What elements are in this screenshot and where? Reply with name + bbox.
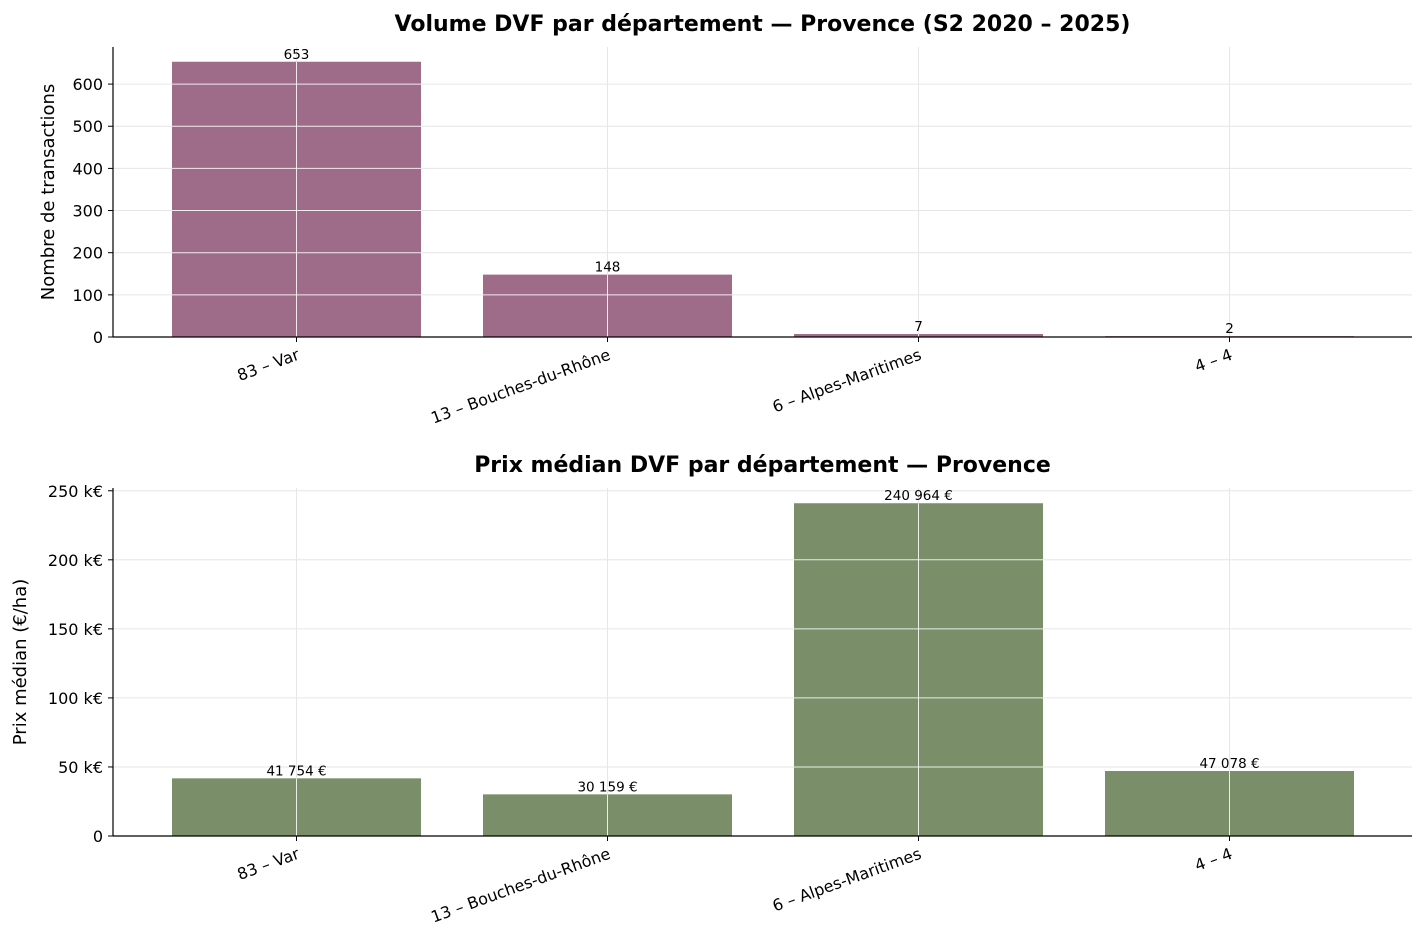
data-label-3: 240 964 € [884, 488, 953, 504]
chart-panel-1: Volume DVF par département — Provence (S… [38, 12, 1412, 428]
y-tick-label: 500 [72, 117, 103, 136]
y-axis-label: Nombre de transactions [38, 84, 59, 301]
x-tick-label: 4 – 4 [1192, 844, 1235, 875]
y-tick-label: 200 k€ [48, 551, 103, 570]
chart-title: Volume DVF par département — Provence (S… [395, 12, 1131, 37]
y-tick-label: 100 [72, 286, 103, 305]
x-tick-label: 6 – Alpes-Maritimes [770, 345, 924, 417]
y-tick-label: 600 [72, 75, 103, 94]
y-tick-label: 250 k€ [48, 482, 103, 501]
x-tick-label: 6 – Alpes-Maritimes [770, 844, 924, 916]
data-label-4: 2 [1225, 321, 1234, 337]
chart-panel-2: Prix médian DVF par département — Proven… [10, 453, 1412, 927]
data-label-1: 41 754 € [266, 763, 326, 779]
chart-title: Prix médian DVF par département — Proven… [474, 453, 1051, 478]
x-tick-label: 4 – 4 [1192, 345, 1235, 376]
x-tick-label: 13 – Bouches-du-Rhône [428, 844, 613, 927]
x-tick-label: 13 – Bouches-du-Rhône [428, 345, 613, 428]
y-tick-label: 300 [72, 202, 103, 221]
x-tick-label: 83 – Var [235, 345, 303, 385]
x-tick-label: 83 – Var [235, 844, 303, 884]
y-axis-label: Prix médian (€/ha) [10, 579, 31, 746]
data-label-2: 148 [595, 260, 621, 276]
y-tick-label: 200 [72, 244, 103, 263]
data-label-3: 7 [914, 319, 923, 335]
data-label-2: 30 159 € [577, 779, 637, 795]
data-label-1: 653 [284, 47, 310, 63]
data-label-4: 47 078 € [1199, 756, 1259, 772]
y-tick-label: 50 k€ [58, 758, 103, 777]
y-tick-label: 100 k€ [48, 689, 103, 708]
y-tick-label: 0 [93, 827, 103, 846]
y-tick-label: 0 [93, 328, 103, 347]
y-tick-label: 150 k€ [48, 620, 103, 639]
y-tick-label: 400 [72, 159, 103, 178]
